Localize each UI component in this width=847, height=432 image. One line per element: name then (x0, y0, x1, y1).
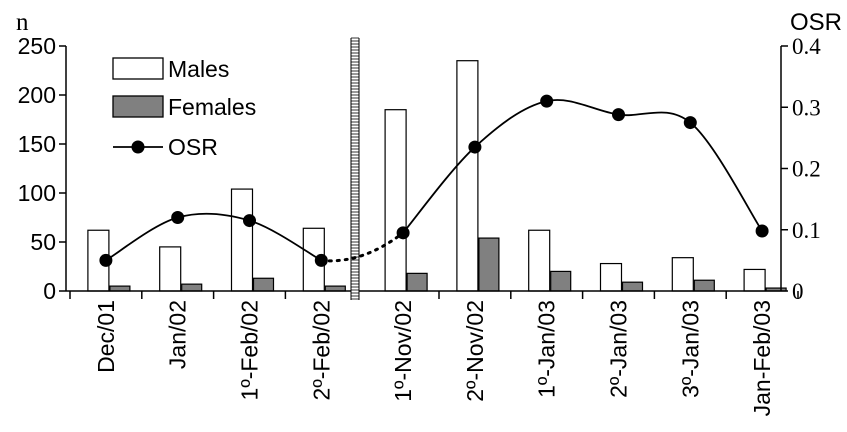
bar-males-9 (743, 268, 766, 292)
legend: Males Females OSR (112, 56, 256, 160)
y-axis-title: n (16, 9, 29, 36)
bar-females-1 (181, 283, 203, 292)
y2-tick-label-1: 0.1 (792, 218, 821, 243)
legend-swatch-osr-marker (131, 140, 145, 154)
y-tick-label-4: 200 (18, 82, 56, 108)
legend-label-osr: OSR (168, 134, 218, 160)
bar-males-5 (456, 60, 479, 292)
y2-tick-label-0: 0 (792, 279, 804, 304)
x-tick-label-4: 1º-Nov/02 (390, 300, 416, 402)
osr-line-before-break (105, 212, 322, 262)
x-tick-label-1: Jan/02 (165, 300, 191, 369)
x-tick-label-3: 2º-Feb/02 (308, 300, 334, 400)
osr-point-1 (171, 211, 185, 224)
bar-females-5 (478, 237, 500, 292)
bar-males-2 (230, 188, 254, 292)
osr-line (99, 94, 769, 267)
bar-males-1 (159, 246, 182, 292)
y-tick-label-1: 50 (30, 229, 56, 255)
y-tick-label-2: 100 (18, 180, 56, 206)
bar-males-6 (528, 229, 551, 292)
legend-swatch-males (112, 57, 164, 80)
legend-label-males: Males (168, 56, 229, 82)
x-tick-label-5: 2º-Nov/02 (462, 300, 488, 402)
x-tick-label-9: Jan-Feb/03 (749, 300, 775, 416)
y-tick-label-5: 250 (18, 33, 56, 59)
bar-females-4 (406, 272, 428, 292)
x-tick-label-0: Dec/01 (93, 300, 119, 373)
osr-line-break-connector (319, 231, 405, 263)
osr-point-9 (755, 224, 769, 238)
x-tick-label-6: 1º-Jan/03 (534, 300, 560, 398)
osr-point-8 (683, 116, 697, 130)
osr-point-3 (314, 253, 328, 267)
axes (59, 37, 799, 300)
osr-point-2 (243, 214, 256, 228)
bar-females-8 (693, 279, 715, 292)
osr-point-7 (612, 108, 625, 122)
bar-males-4 (384, 109, 407, 292)
y2-axis-title: OSR (790, 9, 842, 36)
axis-break (350, 37, 360, 300)
y-tick-label-0: 0 (43, 278, 56, 304)
osr-point-5 (468, 140, 482, 154)
tick-labels: 0 50 100 150 200 250 0 0.1 0.2 0.3 0.4 Dec/01 Jan/02… (16, 9, 842, 416)
y-tick-label-3: 150 (18, 131, 56, 157)
osr-line-after-break (402, 99, 763, 234)
bar-females-7 (621, 281, 644, 292)
axis-break-bg (351, 38, 359, 300)
bar-males-7 (599, 262, 623, 292)
x-tick-label-7: 2º-Jan/03 (606, 300, 632, 398)
x-tick-label-2: 1º-Feb/02 (237, 300, 263, 400)
legend-swatch-females (112, 95, 164, 118)
y2-tick-label-3: 0.3 (792, 95, 821, 120)
y2-tick-label-2: 0.2 (792, 157, 821, 182)
y2-tick-label-4: 0.4 (792, 34, 821, 59)
bar-females-6 (550, 270, 572, 292)
osr-point-4 (396, 226, 410, 240)
bar-females-2 (252, 277, 275, 292)
x-tick-label-8: 3º-Jan/03 (677, 300, 703, 398)
legend-label-females: Females (168, 94, 256, 120)
osr-point-6 (540, 94, 554, 108)
bar-males-8 (671, 257, 694, 292)
osr-point-0 (99, 253, 113, 267)
